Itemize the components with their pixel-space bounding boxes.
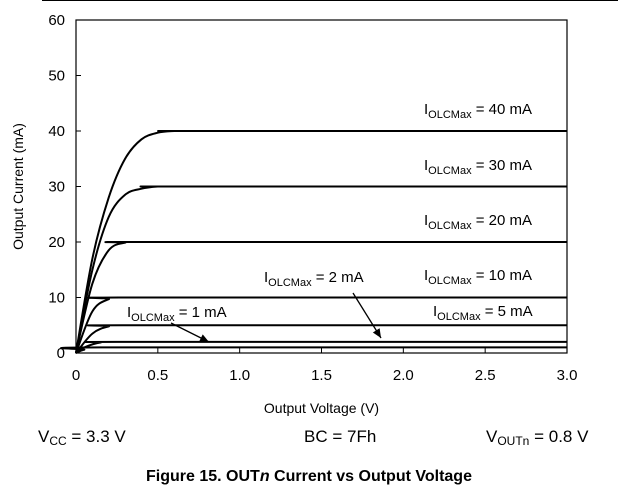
arrow-1ma-head: [199, 334, 209, 342]
y-tick-label: 10: [48, 290, 65, 307]
series-line: [75, 185, 567, 354]
chart-series: [60, 129, 567, 354]
chart-axes: 0 0.5 1.0 1.5 2.0 2.5 3.0 0 10 20 30 40 50 60 Output V…: [10, 12, 577, 416]
x-tick-label: 1.0: [229, 367, 250, 384]
chart-series-labels: IOLCMax = 40 mA IOLCMax = 30 mA IOLCMax = …: [127, 101, 533, 343]
x-tick-label: 2.5: [475, 367, 496, 384]
x-tick-label: 1.5: [311, 367, 332, 384]
x-tick-label: 0.5: [147, 367, 168, 384]
y-tick-label: 50: [48, 68, 65, 85]
x-tick-label: 3.0: [557, 367, 578, 384]
y-axis-label: Output Current (mA): [10, 123, 26, 250]
top-rule: [42, 0, 618, 1]
y-tick-label: 60: [48, 12, 65, 29]
series-line: [75, 129, 567, 354]
y-tick-label: 30: [48, 179, 65, 196]
series-line: [75, 240, 567, 354]
series-label: IOLCMax = 5 mA: [433, 303, 533, 323]
arrow-2ma-head: [372, 328, 381, 338]
y-tick-label: 40: [48, 123, 65, 140]
series-label: IOLCMax = 1 mA: [127, 304, 227, 324]
line-chart: 0 0.5 1.0 1.5 2.0 2.5 3.0 0 10 20 30 40 50 60 Output V…: [10, 12, 577, 416]
x-tick-label: 2.0: [393, 367, 414, 384]
series-line: [75, 324, 567, 354]
series-label: IOLCMax = 2 mA: [264, 269, 364, 289]
x-axis-label: Output Voltage (V): [264, 400, 379, 416]
vout-condition: VOUTn = 0.8 V: [486, 427, 589, 448]
bc-condition: BC = 7Fh: [304, 427, 377, 446]
x-tick-label: 0: [72, 367, 80, 384]
y-tick-label: 20: [48, 234, 65, 251]
series-label: IOLCMax = 20 mA: [424, 212, 532, 232]
series-line: [75, 296, 567, 354]
y-tick-label: 0: [57, 345, 65, 362]
series-line: [60, 346, 567, 354]
vcc-condition: VCC = 3.3 V: [38, 427, 126, 448]
series-label: IOLCMax = 30 mA: [424, 157, 532, 177]
series-label: IOLCMax = 40 mA: [424, 101, 532, 121]
figure-caption: Figure 15. OUTn Current vs Output Voltag…: [146, 468, 472, 485]
series-label: IOLCMax = 10 mA: [424, 267, 532, 287]
